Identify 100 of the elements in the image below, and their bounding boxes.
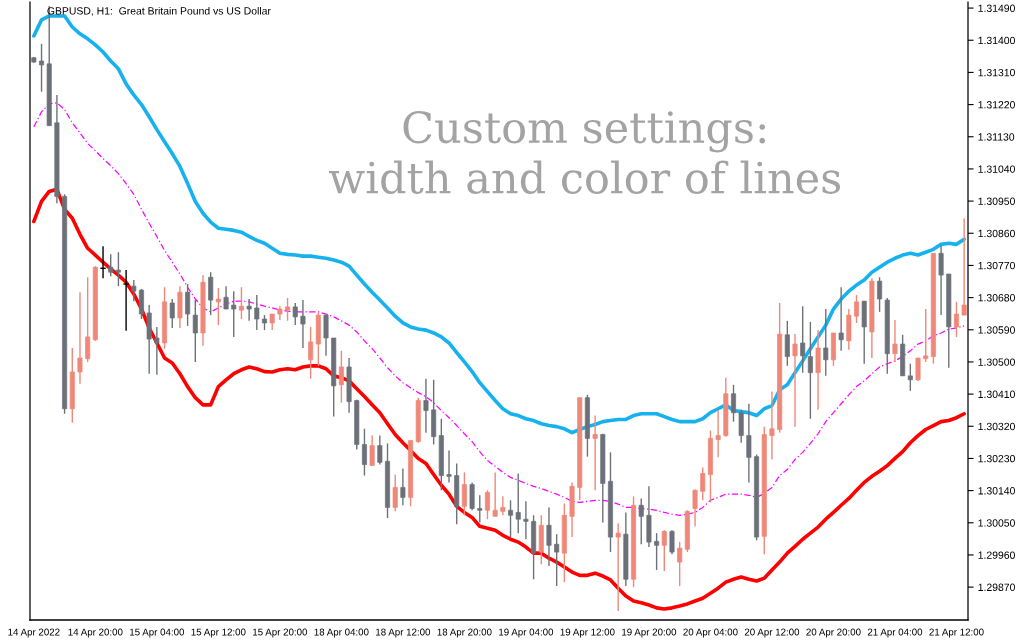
- x-tick-label: 19 Apr 20:00: [622, 628, 677, 638]
- candlestick: [169, 298, 175, 329]
- candlestick: [854, 294, 860, 324]
- candlestick: [115, 251, 121, 287]
- candlestick: [369, 434, 375, 467]
- candlestick: [546, 506, 552, 567]
- x-tick-label: 14 Apr 20:00: [68, 628, 123, 638]
- candlestick: [423, 378, 429, 434]
- candlestick: [661, 529, 667, 572]
- y-tick-label: 1.30410: [978, 390, 1015, 398]
- annotation: Custom settings: width and color of lines: [329, 110, 841, 194]
- candlestick: [122, 269, 130, 332]
- candlestick: [39, 43, 45, 93]
- candlestick: [300, 299, 306, 349]
- candlestick: [838, 286, 844, 352]
- x-tick-label: 20 Apr 04:00: [683, 628, 738, 638]
- candlestick: [192, 299, 198, 363]
- y-tick-label: 1.31130: [978, 133, 1015, 141]
- y-tick-label: 1.31220: [978, 101, 1015, 109]
- x-tick-label: 15 Apr 12:00: [191, 628, 246, 638]
- x-tick-label: 18 Apr 04:00: [314, 628, 369, 638]
- candlestick: [738, 409, 744, 444]
- candlestick: [131, 279, 137, 302]
- candlestick: [746, 403, 752, 484]
- candlestick: [77, 291, 83, 385]
- candlestick: [800, 305, 806, 374]
- candlestick: [292, 302, 298, 326]
- y-tick-label: 1.31490: [978, 4, 1015, 12]
- candlestick: [807, 321, 813, 420]
- candlestick: [792, 333, 798, 428]
- candlestick: [446, 449, 452, 484]
- candlestick: [669, 529, 675, 555]
- candlestick: [223, 285, 229, 310]
- y-tick-label: 1.31040: [978, 165, 1015, 173]
- y-tick-label: 1.30230: [978, 454, 1015, 463]
- y-tick-label: 1.30050: [978, 519, 1015, 527]
- candlestick: [554, 533, 560, 587]
- y-tick-label: 1.30320: [978, 422, 1015, 431]
- x-tick-label: 20 Apr 20:00: [806, 628, 861, 638]
- candlestick: [915, 357, 921, 382]
- candlestick: [692, 488, 698, 528]
- y-tick-label: 1.30860: [978, 229, 1015, 238]
- candlestick: [715, 409, 721, 459]
- candlestick: [361, 428, 367, 477]
- x-tick-label: 21 Apr 04:00: [867, 628, 923, 638]
- candlestick: [953, 301, 959, 338]
- candlestick: [238, 286, 244, 320]
- candlestick: [308, 326, 314, 380]
- x-tick-label: 14 Apr 2022: [8, 628, 60, 638]
- candlestick: [477, 494, 483, 524]
- x-tick-label: 15 Apr 04:00: [130, 628, 185, 638]
- candlestick: [338, 350, 344, 404]
- candlestick: [185, 283, 191, 327]
- candlestick: [154, 326, 160, 376]
- candlestick: [892, 319, 898, 363]
- candlestick: [215, 287, 221, 326]
- candlestick: [400, 467, 406, 506]
- candlestick: [231, 290, 237, 338]
- line-series: [33, 102, 965, 516]
- x-tick-label: 19 Apr 04:00: [499, 628, 554, 638]
- candlestick: [731, 384, 736, 423]
- candlestick: [85, 276, 91, 363]
- x-tick-label: 20 Apr 12:00: [744, 628, 800, 638]
- candlestick: [469, 481, 475, 511]
- candlestick: [769, 390, 775, 461]
- candlestick: [877, 276, 883, 313]
- x-tick-label: 21 Apr 12:00: [929, 628, 984, 638]
- candlestick: [523, 500, 529, 540]
- candlestick: [784, 320, 790, 367]
- candlestick: [108, 253, 114, 277]
- chart-title: GBPUSD, H1: Great Britain Pound vs US Dollar: [47, 6, 271, 16]
- candlestick: [246, 298, 252, 322]
- candlestick: [500, 495, 506, 516]
- x-tick-label: 19 Apr 12:00: [560, 628, 615, 638]
- candlestick: [938, 244, 944, 316]
- candlestick: [677, 541, 683, 587]
- candlestick: [392, 473, 398, 513]
- candlestick: [638, 497, 644, 545]
- candlestick: [615, 522, 621, 612]
- y-tick-label: 1.30770: [978, 261, 1015, 270]
- y-tick-label: 1.30590: [978, 326, 1015, 334]
- y-tick-label: 1.29960: [978, 551, 1015, 559]
- candlestick: [484, 489, 490, 520]
- candlestick: [923, 308, 929, 363]
- candlestick: [377, 434, 383, 466]
- y-tick-label: 1.30680: [978, 294, 1015, 302]
- x-tick-label: 18 Apr 12:00: [376, 628, 431, 638]
- y-tick-label: 1.31400: [978, 36, 1015, 45]
- line-series: [32, 14, 966, 435]
- candlestick: [461, 471, 467, 516]
- candlestick: [515, 472, 521, 534]
- candlestick: [138, 288, 144, 320]
- candlestick: [654, 532, 660, 571]
- x-tick-label: 15 Apr 20:00: [253, 628, 308, 638]
- candlestick: [592, 414, 598, 491]
- y-tick-label: 1.29870: [978, 583, 1015, 591]
- candlestick: [492, 471, 498, 518]
- candlestick: [285, 297, 291, 322]
- candlestick: [323, 314, 329, 357]
- candlestick: [208, 271, 214, 316]
